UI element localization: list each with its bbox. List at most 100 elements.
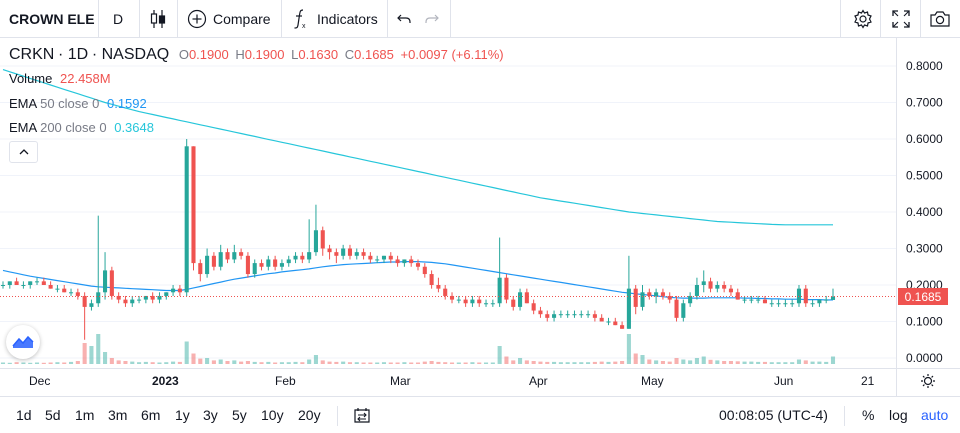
symbol-search-button[interactable]: CROWN ELE bbox=[9, 0, 95, 38]
open-value: 0.1900 bbox=[188, 47, 229, 62]
percent-scale-button[interactable]: % bbox=[862, 397, 874, 433]
range-5d-button[interactable]: 5d bbox=[45, 397, 61, 433]
candle-body bbox=[824, 299, 829, 301]
volume-value: 22.458M bbox=[60, 71, 111, 86]
range-1m-button[interactable]: 1m bbox=[75, 397, 94, 433]
volume-bar bbox=[409, 362, 414, 364]
candle-body bbox=[470, 299, 475, 304]
axis-settings-button[interactable] bbox=[920, 373, 936, 394]
candle-body bbox=[7, 281, 12, 285]
volume-bar bbox=[647, 359, 652, 364]
range-5y-button[interactable]: 5y bbox=[232, 397, 247, 433]
candle-body bbox=[96, 292, 101, 304]
volume-bar bbox=[456, 362, 461, 364]
volume-bar bbox=[252, 361, 257, 364]
volume-bar bbox=[395, 362, 400, 364]
auto-scale-button[interactable]: auto bbox=[921, 397, 948, 433]
range-1y-button[interactable]: 1y bbox=[175, 397, 190, 433]
volume-bar bbox=[198, 358, 203, 364]
volume-bar bbox=[34, 362, 40, 364]
volume-bar bbox=[708, 359, 713, 364]
log-scale-button[interactable]: log bbox=[889, 397, 908, 433]
legend-collapse-button[interactable] bbox=[9, 141, 38, 163]
legend-volume[interactable]: Volume 22.458M bbox=[9, 71, 111, 86]
chart-area[interactable]: 0.8000 0.7000 0.6000 0.5000 0.4000 0.3000 0.20… bbox=[0, 38, 960, 368]
candle-body bbox=[449, 295, 455, 300]
toolbar-divider bbox=[840, 0, 841, 38]
candle-body bbox=[572, 314, 577, 316]
volume-bar bbox=[463, 362, 468, 364]
range-3m-button[interactable]: 3m bbox=[108, 397, 127, 433]
volume-bar bbox=[830, 356, 836, 364]
volume-bar bbox=[776, 362, 781, 364]
candle-body bbox=[293, 255, 298, 260]
candle-body bbox=[538, 310, 543, 315]
candle-body bbox=[688, 295, 693, 304]
settings-button[interactable] bbox=[853, 0, 873, 38]
candle-body bbox=[654, 292, 659, 296]
volume-bar bbox=[436, 361, 441, 364]
ema200-value: 0.3648 bbox=[114, 120, 154, 135]
snapshot-button[interactable] bbox=[929, 0, 951, 38]
compare-button[interactable]: Compare bbox=[187, 0, 271, 38]
candle-body bbox=[259, 263, 264, 267]
candle-body bbox=[708, 281, 713, 289]
candle-body bbox=[191, 146, 196, 264]
candle-body bbox=[511, 299, 516, 307]
volume-bar bbox=[415, 362, 421, 364]
volume-bar bbox=[511, 360, 516, 364]
volume-bar bbox=[354, 362, 359, 364]
volume-bar bbox=[824, 361, 829, 364]
undo-button[interactable] bbox=[396, 0, 412, 38]
range-label: 3m bbox=[108, 407, 128, 423]
candle-body bbox=[300, 255, 305, 260]
toolbar-divider bbox=[281, 0, 282, 38]
candle-body bbox=[633, 288, 638, 307]
redo-button[interactable] bbox=[424, 0, 440, 38]
sun-settings-icon bbox=[921, 374, 935, 388]
candle-body bbox=[62, 288, 67, 293]
candle-body bbox=[137, 299, 142, 301]
price-chart[interactable]: 0.80000.70000.60000.50000.40000.30000.20… bbox=[0, 38, 960, 368]
chart-type-button[interactable] bbox=[150, 0, 166, 38]
range-20y-button[interactable]: 20y bbox=[298, 397, 321, 433]
range-6m-button[interactable]: 6m bbox=[141, 397, 160, 433]
indicators-button[interactable]: x Indicators bbox=[292, 0, 378, 38]
candle-body bbox=[150, 295, 155, 300]
legend-interval: 1D bbox=[67, 46, 89, 63]
volume-bar bbox=[0, 362, 6, 364]
candle-body bbox=[735, 292, 740, 300]
volume-bar bbox=[327, 361, 332, 364]
volume-bar bbox=[164, 362, 169, 364]
candle-body bbox=[620, 325, 625, 329]
function-icon: x bbox=[294, 9, 306, 30]
range-label: 5y bbox=[232, 407, 247, 423]
go-to-date-button[interactable] bbox=[353, 397, 371, 433]
range-label: 6m bbox=[141, 407, 161, 423]
ema200-label: EMA bbox=[9, 120, 37, 135]
legend-ema200[interactable]: EMA 200 close 0 0.3648 bbox=[9, 120, 154, 135]
volume-bar bbox=[361, 362, 366, 364]
volume-bar bbox=[21, 362, 26, 364]
candle-body bbox=[810, 303, 815, 305]
volume-bar bbox=[477, 362, 482, 364]
range-10y-button[interactable]: 10y bbox=[261, 397, 284, 433]
candle-body bbox=[409, 259, 414, 264]
time-axis[interactable]: Dec 2023 Feb Mar Apr May Jun 21 bbox=[0, 368, 960, 397]
price-tick-label: 0.6000 bbox=[906, 132, 943, 146]
candle-body bbox=[531, 303, 536, 311]
timezone-button[interactable]: 00:08:05 (UTC-4) bbox=[719, 397, 828, 433]
interval-button[interactable]: D bbox=[113, 0, 123, 38]
volume-bar bbox=[116, 360, 121, 364]
candle-body bbox=[456, 299, 461, 301]
tradingview-logo[interactable] bbox=[6, 325, 40, 359]
range-3y-button[interactable]: 3y bbox=[203, 397, 218, 433]
fullscreen-button[interactable] bbox=[892, 0, 910, 38]
legend-exchange: NASDAQ bbox=[101, 46, 170, 63]
volume-bar bbox=[388, 362, 393, 364]
range-1d-button[interactable]: 1d bbox=[16, 397, 32, 433]
legend-ema50[interactable]: EMA 50 close 0 0.1592 bbox=[9, 96, 147, 111]
candle-body bbox=[402, 259, 407, 264]
candle-body bbox=[211, 255, 216, 267]
candle-body bbox=[184, 146, 189, 293]
